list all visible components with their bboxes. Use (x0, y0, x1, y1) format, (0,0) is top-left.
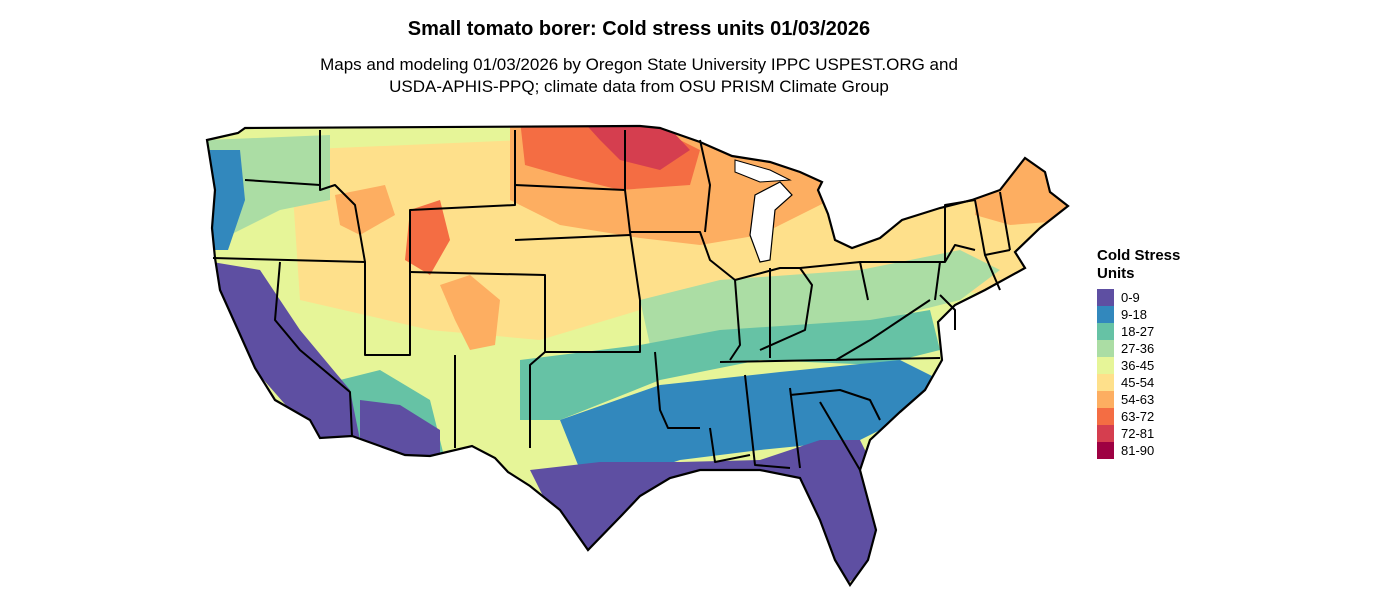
legend-swatch (1097, 306, 1114, 323)
map-subtitle-line2: USDA-APHIS-PPQ; climate data from OSU PR… (389, 77, 889, 96)
legend-item: 45-54 (1097, 374, 1217, 391)
legend-swatch (1097, 425, 1114, 442)
legend-item: 18-27 (1097, 323, 1217, 340)
legend-item: 72-81 (1097, 425, 1217, 442)
legend-swatch (1097, 340, 1114, 357)
lake-superior-edge (734, 159, 792, 183)
legend-label: 0-9 (1121, 290, 1140, 305)
zone-54-63-idaho (335, 185, 395, 235)
lake-michigan (749, 181, 793, 263)
legend-label: 36-45 (1121, 358, 1155, 373)
zone-63-72-wyoming (405, 200, 450, 275)
cold-stress-map (205, 124, 1070, 587)
legend-label: 9-18 (1121, 307, 1148, 322)
legend-label: 54-63 (1121, 392, 1155, 407)
legend-item: 63-72 (1097, 408, 1217, 425)
legend-item: 81-90 (1097, 442, 1217, 459)
legend-label: 72-81 (1121, 426, 1155, 441)
legend-label: 63-72 (1121, 409, 1155, 424)
legend-swatch (1097, 289, 1114, 306)
legend-item: 0-9 (1097, 289, 1217, 306)
legend-item: 27-36 (1097, 340, 1217, 357)
legend-swatch (1097, 323, 1114, 340)
zone-9-18-coast (207, 150, 245, 250)
legend-swatch (1097, 374, 1114, 391)
zone-72-81 (580, 126, 690, 170)
cold-stress-zones (207, 126, 1068, 585)
legend-label: 18-27 (1121, 324, 1155, 339)
zone-54-63-colorado (440, 275, 500, 350)
legend: Cold Stress Units 0-9 9-18 18-27 27-36 36-45… (1097, 247, 1217, 459)
legend-swatch (1097, 391, 1114, 408)
zone-0-9-california (212, 262, 360, 440)
state-boundaries (212, 130, 1011, 471)
map-title: Small tomato borer: Cold stress units 01… (407, 18, 871, 40)
legend-swatch (1097, 442, 1114, 459)
legend-swatch (1097, 408, 1114, 425)
legend-label: 45-54 (1121, 375, 1155, 390)
legend-swatch (1097, 357, 1114, 374)
legend-title-line2: Units (1097, 265, 1135, 282)
legend-item: 9-18 (1097, 306, 1217, 323)
legend-title-line1: Cold Stress (1097, 247, 1181, 264)
legend-item: 36-45 (1097, 357, 1217, 374)
legend-items: 0-9 9-18 18-27 27-36 36-45 45-54 54-63 63-72 72-… (1097, 289, 1217, 459)
legend-label: 81-90 (1121, 443, 1155, 458)
zone-18-27 (520, 310, 940, 420)
zone-27-36-midwest (640, 250, 1000, 345)
zone-54-63-northeast (975, 150, 1068, 225)
legend-item: 54-63 (1097, 391, 1217, 408)
legend-title: Cold Stress Units (1097, 247, 1217, 283)
legend-label: 27-36 (1121, 341, 1155, 356)
map-subtitle-line1: Maps and modeling 01/03/2026 by Oregon S… (320, 55, 958, 74)
